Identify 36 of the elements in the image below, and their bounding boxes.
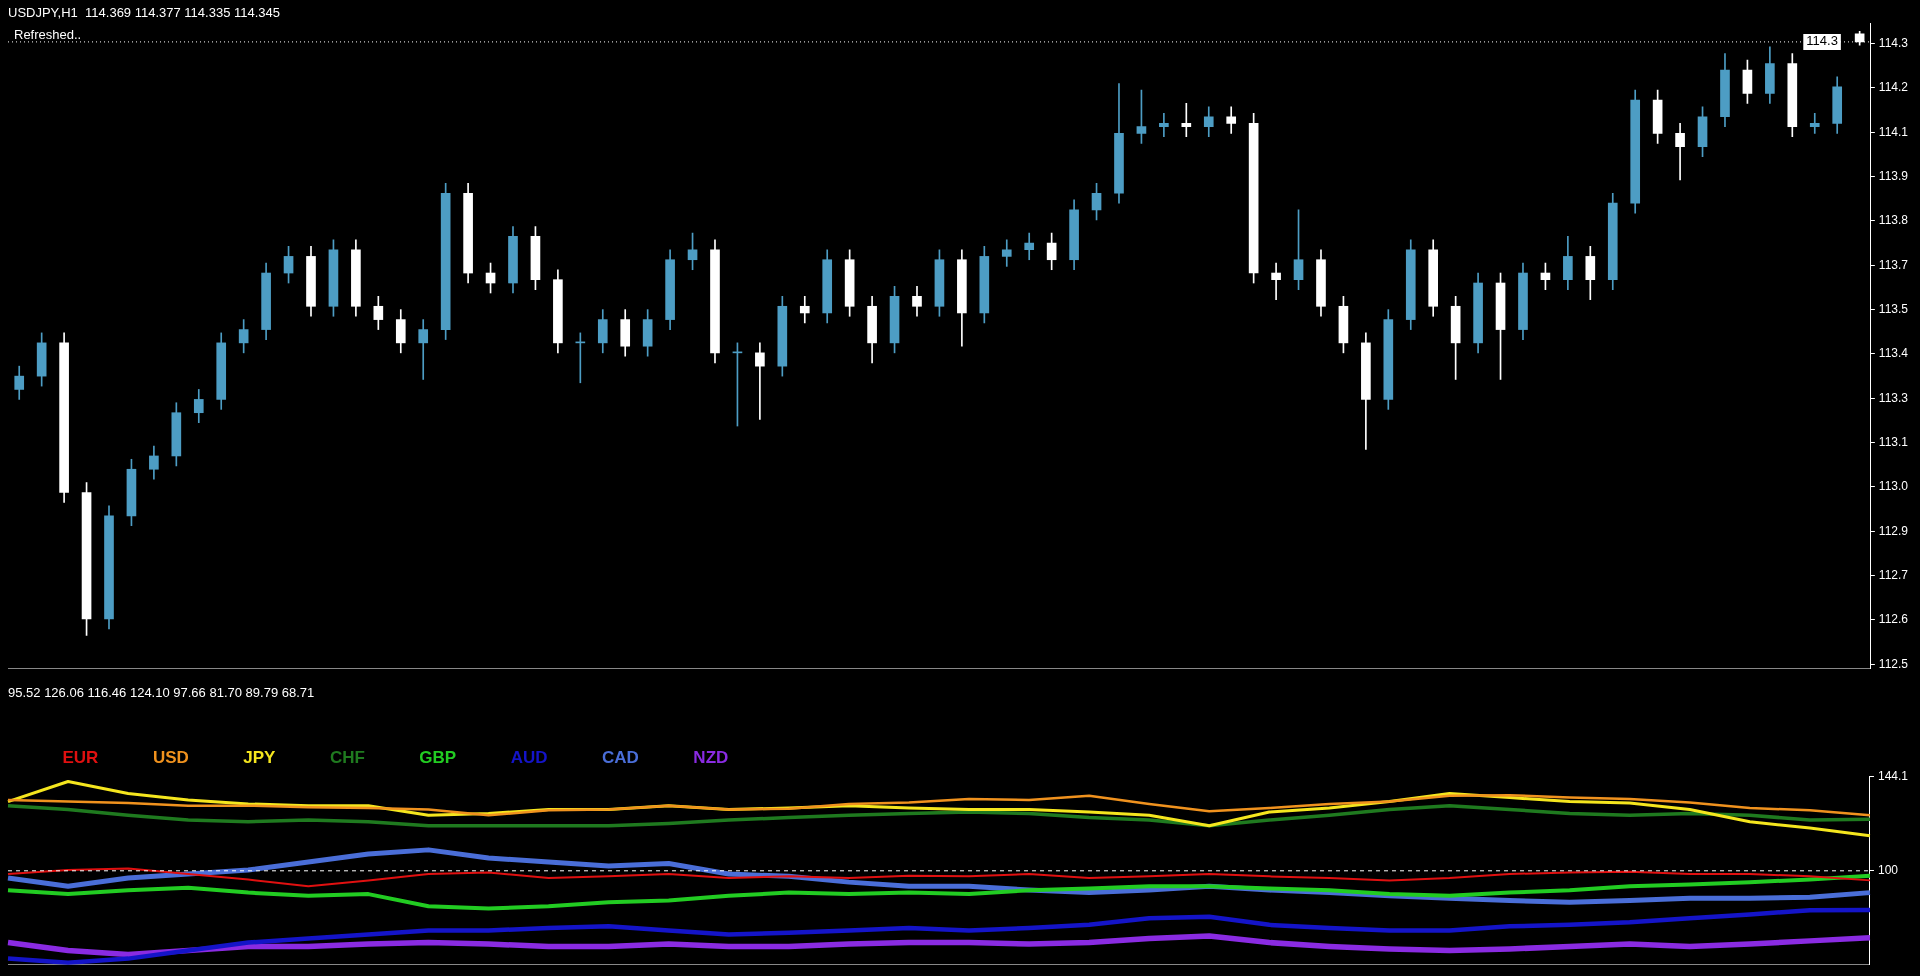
y-tick-label: 114.1 bbox=[1878, 124, 1909, 139]
y-tick-label: 144.1 bbox=[1877, 768, 1909, 783]
text: EUR bbox=[62, 747, 99, 767]
candlestick bbox=[1675, 123, 1685, 181]
text: CHF bbox=[329, 747, 365, 767]
text: AUD bbox=[510, 747, 548, 767]
y-tick-label: 114.3 bbox=[1878, 35, 1909, 50]
text: USD bbox=[152, 747, 189, 767]
y-tick-label: 112.7 bbox=[1878, 567, 1909, 582]
y-tick-label: 112.5 bbox=[1878, 656, 1909, 671]
y-tick-label: 112.9 bbox=[1878, 523, 1909, 538]
y-tick-label: 112.6 bbox=[1878, 612, 1909, 627]
candlestick bbox=[1181, 103, 1192, 138]
y-tick-label: 113.9 bbox=[1878, 168, 1909, 183]
y-tick-label: 114.2 bbox=[1878, 80, 1909, 95]
text: GBP bbox=[419, 747, 457, 767]
y-tick-label: 113.1 bbox=[1878, 434, 1909, 449]
y-tick-label: 113.8 bbox=[1878, 213, 1909, 228]
y-tick-label: 113.5 bbox=[1878, 301, 1909, 316]
y-tick-label: 113.3 bbox=[1878, 390, 1909, 405]
y-tick-label: 113.7 bbox=[1878, 257, 1909, 272]
y-tick-label: 113.4 bbox=[1878, 346, 1909, 361]
candlestick bbox=[755, 342, 765, 420]
chart-title: USDJPY,H1 114.369 114.377 114.335 114.345 bbox=[8, 5, 281, 21]
text: JPY bbox=[243, 747, 277, 767]
text: CAD bbox=[602, 747, 639, 767]
candlestick bbox=[1271, 262, 1281, 300]
text: NZD bbox=[693, 747, 729, 767]
chart-title: 95.52 126.06 116.46 124.10 97.66 81.70 89.79 68.71 bbox=[8, 685, 315, 701]
candlestick bbox=[1159, 113, 1169, 138]
annotation: Refreshed.. bbox=[14, 27, 82, 43]
candlestick bbox=[1809, 113, 1820, 134]
ref-line-label: 114.3 bbox=[1806, 33, 1838, 49]
y-tick-label: 100 bbox=[1877, 863, 1899, 878]
candlestick bbox=[418, 319, 429, 380]
y-tick-label: 113.0 bbox=[1878, 479, 1909, 494]
